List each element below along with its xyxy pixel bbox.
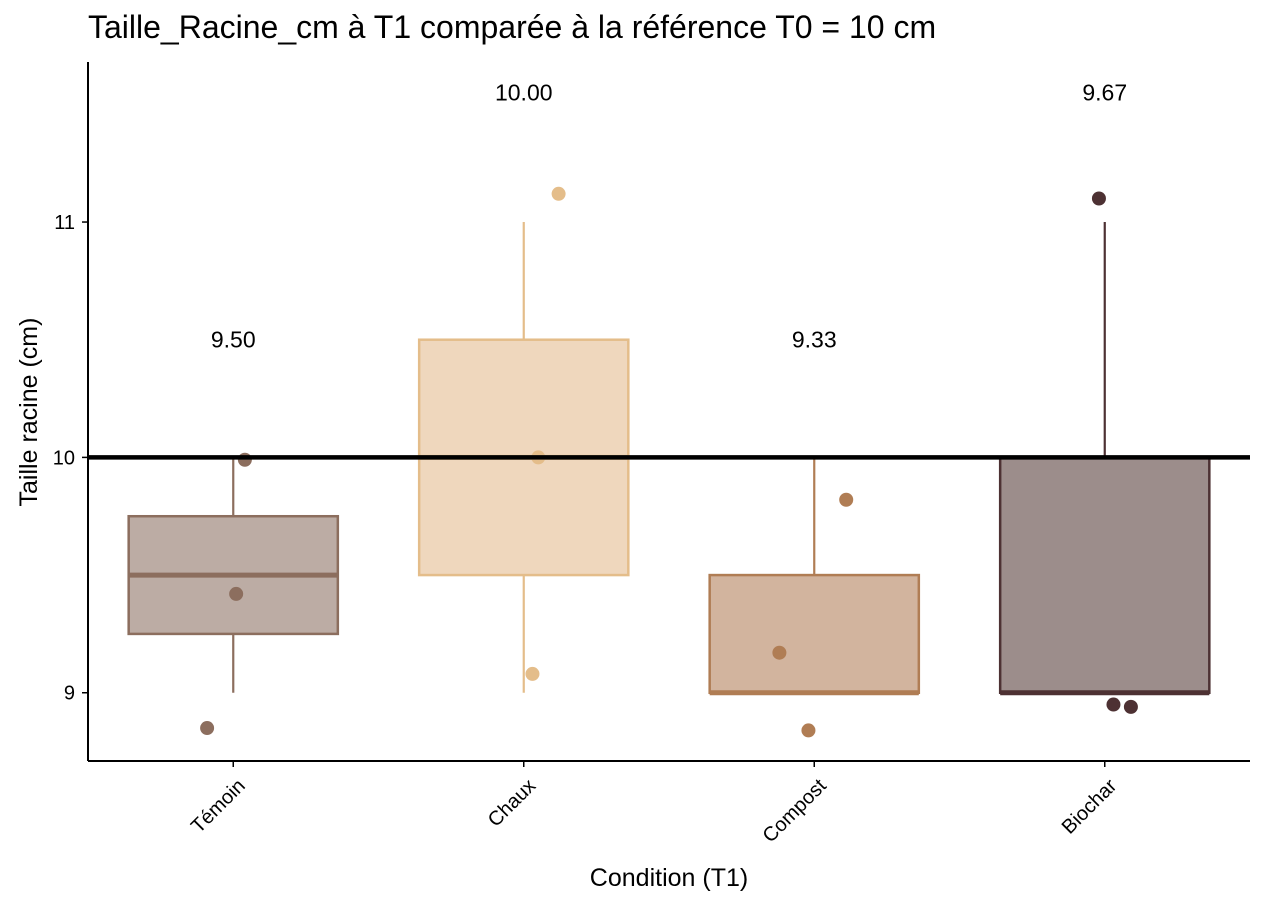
data-point (229, 586, 244, 601)
data-point (839, 492, 854, 507)
data-point (801, 723, 816, 738)
data-point (1106, 697, 1121, 712)
y-tick-label: 10 (53, 447, 75, 469)
data-point (551, 186, 566, 201)
mean-label: 10.00 (495, 80, 553, 106)
x-tick-label: Témoin (187, 775, 250, 838)
mean-label: 9.50 (211, 327, 256, 353)
x-tick-label: Compost (759, 775, 831, 847)
data-point (237, 452, 252, 467)
data-point (200, 721, 215, 736)
x-axis-title: Condition (T1) (590, 864, 748, 892)
plot-area: 9 10 11 9.50 Témoin 10.00 Chaux 9.33 Compost 9.67… (53, 62, 1250, 847)
y-tick-label: 9 (64, 683, 75, 705)
data-point (772, 645, 787, 660)
data-point (525, 666, 540, 681)
x-tick-label: Chaux (484, 775, 540, 831)
x-tick-label: Biochar (1058, 775, 1122, 839)
mean-label: 9.67 (1082, 80, 1127, 106)
data-point (1091, 191, 1106, 206)
chart-title: Taille_Racine_cm à T1 comparée à la réfé… (88, 9, 936, 45)
y-axis-title: Taille racine (cm) (15, 318, 43, 507)
mean-label: 9.33 (792, 327, 837, 353)
box-biochar (998, 456, 1211, 694)
y-tick-label: 11 (54, 212, 75, 234)
data-point (1123, 699, 1138, 714)
box-compost (708, 573, 921, 694)
